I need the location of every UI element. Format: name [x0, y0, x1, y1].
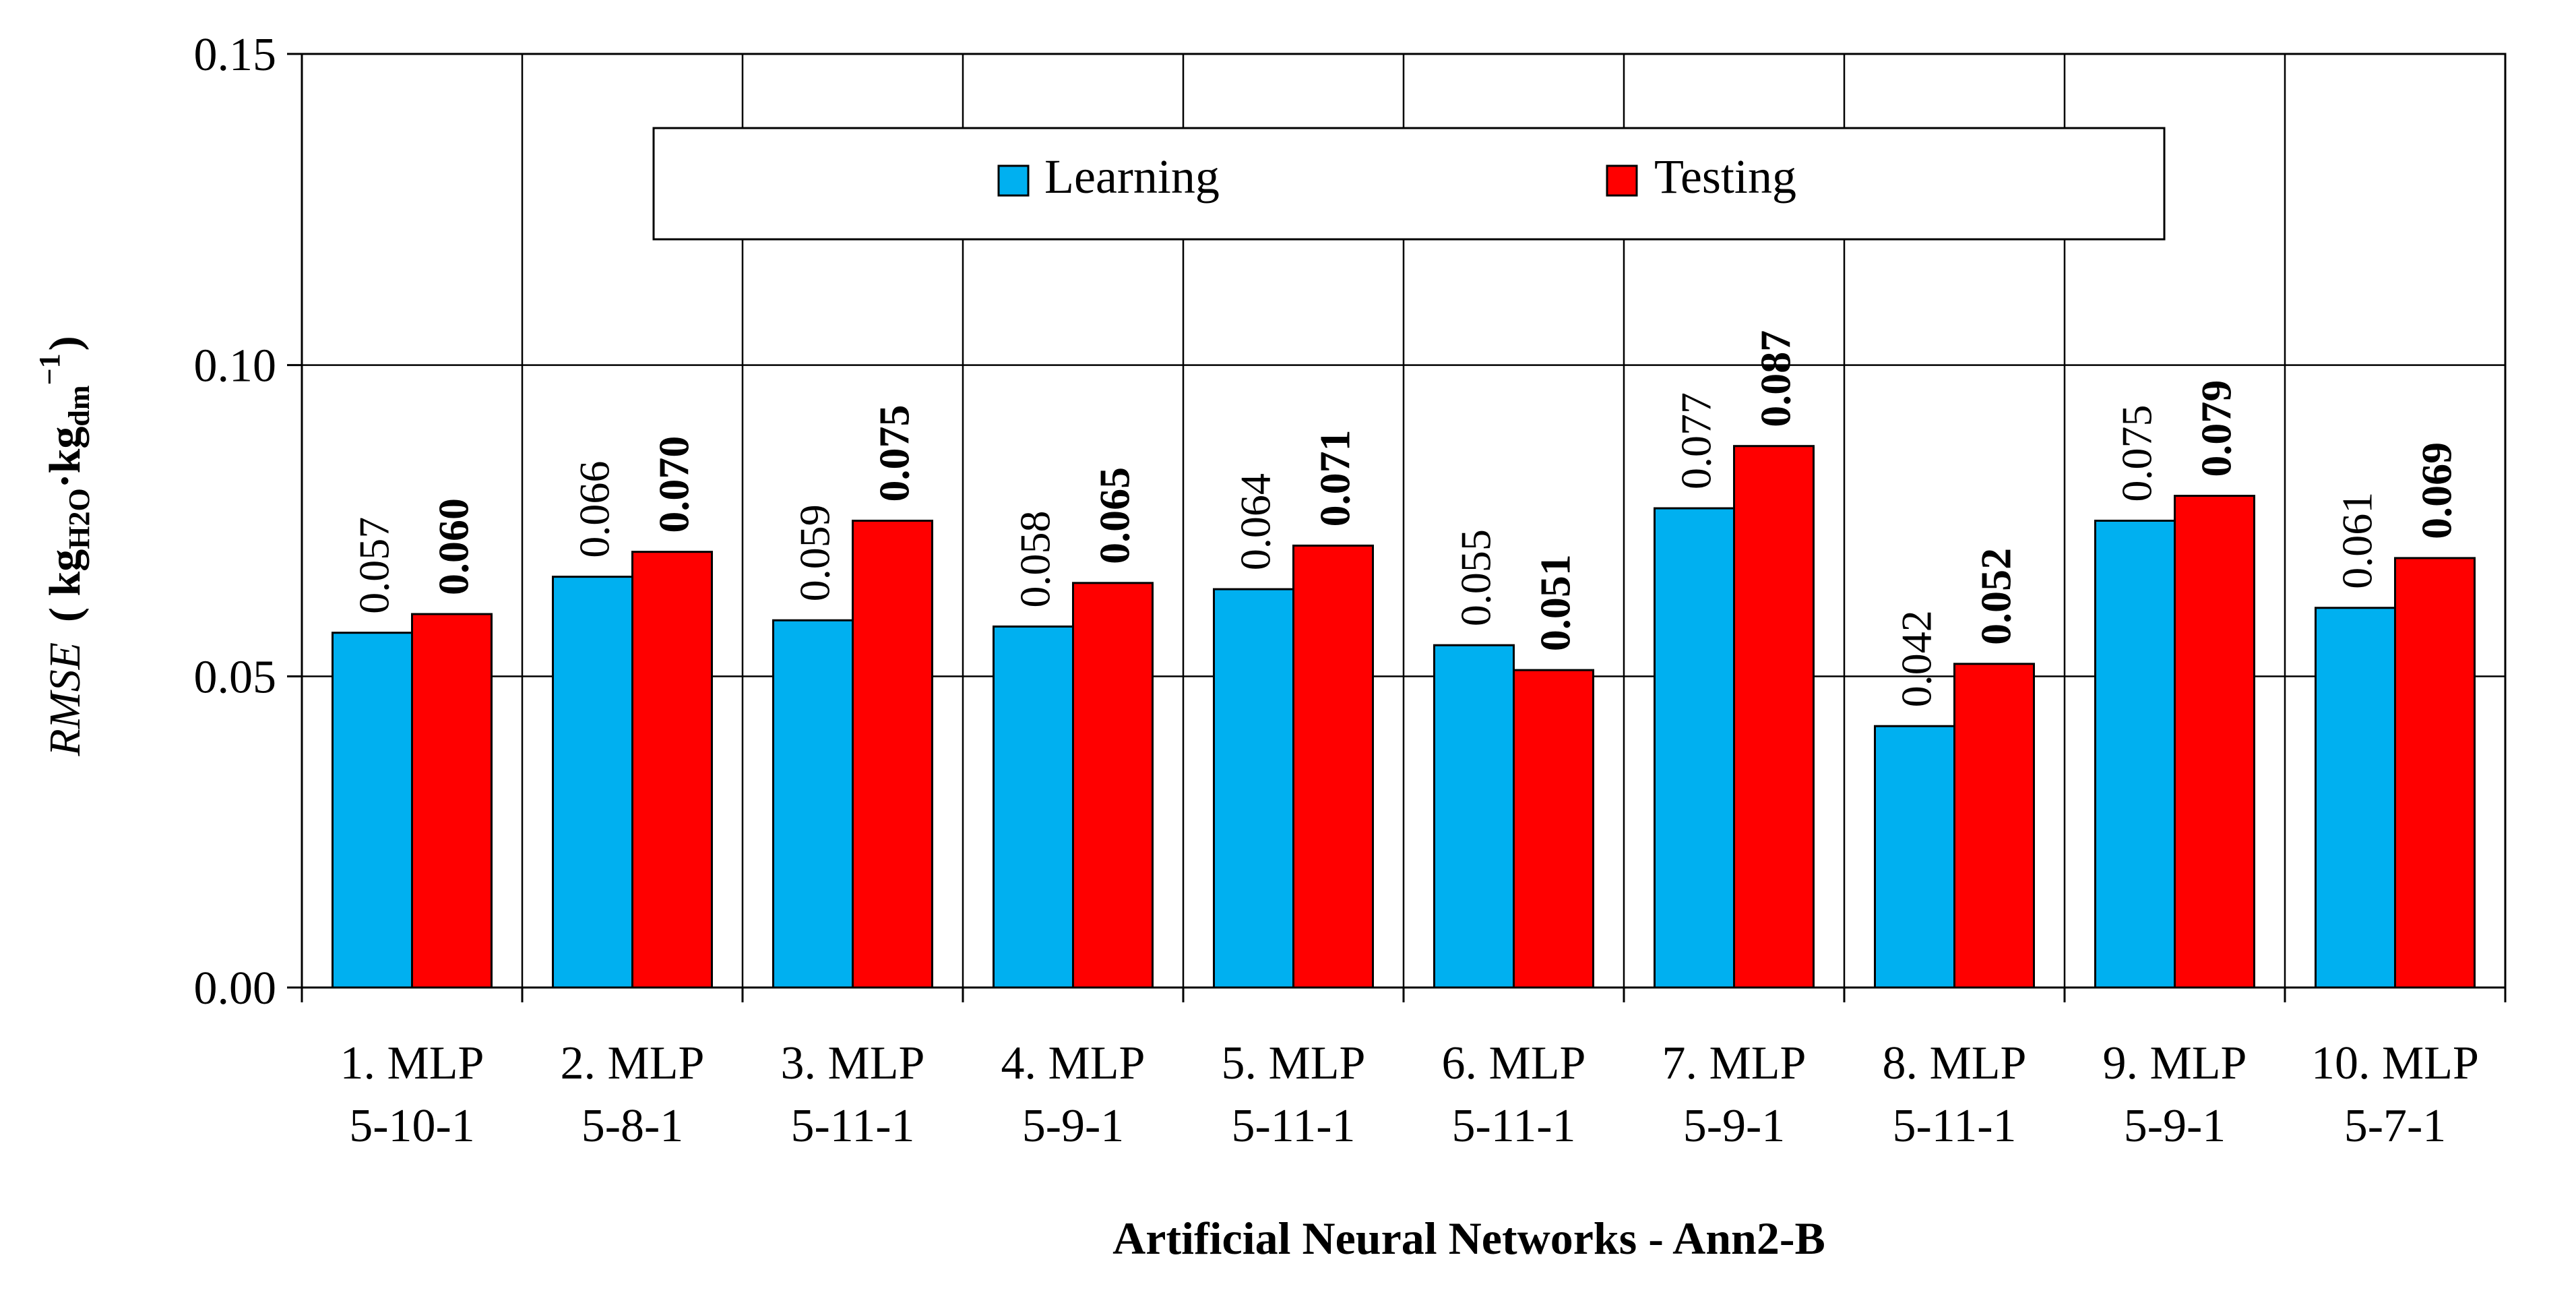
bar-testing-3: [852, 520, 933, 989]
data-label-testing-7: 0.087: [1752, 330, 1800, 427]
data-label-testing-5: 0.071: [1311, 429, 1359, 526]
x-tick-label-line1: 2. MLP: [561, 1037, 705, 1089]
bar-testing-1: [411, 613, 493, 989]
bar-testing-4: [1072, 582, 1154, 989]
data-label-testing-10: 0.069: [2413, 442, 2461, 539]
bar-learning-9: [2094, 520, 2176, 989]
y-axis-title-main: RMSE: [40, 642, 90, 757]
y-tick-label: 0.10: [194, 340, 277, 392]
data-label-learning-2: 0.066: [571, 461, 619, 558]
bar-testing-9: [2174, 495, 2255, 989]
data-label-learning-1: 0.057: [350, 517, 398, 614]
x-tick-label-line1: 8. MLP: [1883, 1037, 2027, 1089]
x-tick-label-line1: 5. MLP: [1222, 1037, 1366, 1089]
x-tick-label-line1: 10. MLP: [2311, 1037, 2479, 1089]
legend-item-learning: Learning: [997, 150, 1220, 204]
bar-learning-6: [1433, 644, 1515, 989]
bar-learning-1: [332, 632, 413, 989]
data-label-testing-8: 0.052: [1972, 548, 2020, 645]
y-axis-title-unit-open: ( kg: [40, 549, 90, 622]
bar-learning-4: [993, 625, 1074, 989]
x-tick-label-line2: 5-11-1: [1231, 1100, 1355, 1152]
bar-learning-5: [1213, 588, 1294, 989]
bar-testing-7: [1733, 445, 1815, 989]
legend-label-testing: Testing: [1654, 150, 1796, 204]
y-axis-title-unit-sub2: dm: [63, 385, 96, 426]
x-tick-label-line2: 5-8-1: [582, 1100, 684, 1152]
data-labels: 0.057 0.060 0.066 0.070 0.059 0.075 0.058 0.065…: [350, 330, 2461, 707]
data-label-learning-5: 0.064: [1232, 473, 1280, 570]
legend-swatch-learning: [997, 164, 1030, 197]
bars: [332, 445, 2476, 989]
data-label-learning-8: 0.042: [1893, 610, 1941, 707]
data-label-testing-2: 0.070: [650, 436, 698, 533]
bar-testing-5: [1292, 544, 1374, 989]
x-tick-label-line1: 4. MLP: [1001, 1037, 1145, 1089]
x-tick-label-line2: 5-9-1: [2124, 1100, 2226, 1152]
bar-testing-8: [1953, 663, 2035, 989]
legend-item-testing: Testing: [1606, 150, 1796, 204]
plot-border: [301, 53, 2507, 989]
data-label-learning-7: 0.077: [1672, 392, 1720, 489]
data-label-learning-4: 0.058: [1011, 510, 1059, 607]
x-tick-label-line2: 5-11-1: [1451, 1100, 1575, 1152]
data-label-learning-10: 0.061: [2333, 492, 2381, 589]
x-tick-label-line1: 7. MLP: [1662, 1037, 1807, 1089]
x-tick-label-line1: 3. MLP: [781, 1037, 925, 1089]
data-label-testing-6: 0.051: [1532, 554, 1579, 651]
y-tick-label: 0.05: [194, 651, 277, 703]
x-tick-label-line2: 5-9-1: [1022, 1100, 1125, 1152]
y-axis-title-unit-sub1: H2O: [63, 488, 96, 549]
legend-label-learning: Learning: [1044, 150, 1220, 204]
data-label-learning-3: 0.059: [791, 504, 839, 601]
y-tick-label: 0.00: [194, 963, 277, 1014]
y-axis-title-unit-close: ): [40, 336, 90, 351]
x-tick-label-line2: 5-11-1: [1892, 1100, 2016, 1152]
bar-testing-10: [2394, 557, 2476, 989]
bar-learning-2: [552, 576, 633, 989]
x-tick-label-line2: 5-9-1: [1683, 1100, 1786, 1152]
bar-learning-3: [772, 619, 854, 989]
bar-learning-8: [1874, 725, 1955, 989]
data-label-testing-9: 0.079: [2193, 380, 2240, 477]
data-label-testing-4: 0.065: [1091, 467, 1139, 564]
y-tick-label: 0.15: [194, 29, 277, 81]
x-tick-label-line2: 5-10-1: [349, 1100, 475, 1152]
legend-box: [652, 127, 2166, 241]
y-axis-title: RMSE ( kgH2O·kgdm−1): [33, 336, 96, 756]
y-axis-title-unit-mid: ·kg: [40, 427, 90, 489]
data-label-learning-9: 0.075: [2113, 405, 2161, 502]
axes: 0.00 0.05 0.10 0.15 1. MLP 5-10-1 2. MLP 5-8-1 3…: [194, 29, 2507, 1152]
x-axis-title: Artificial Neural Networks - Ann2-B: [1112, 1213, 1825, 1264]
bar-learning-7: [1654, 507, 1735, 989]
data-label-testing-3: 0.075: [871, 405, 918, 502]
data-label-learning-6: 0.055: [1452, 529, 1500, 626]
y-axis-title-unit-sup: −1: [33, 353, 66, 385]
bar-testing-6: [1513, 669, 1594, 989]
bar-testing-2: [631, 551, 713, 989]
data-label-testing-1: 0.060: [430, 498, 478, 595]
x-tick-label-line1: 9. MLP: [2103, 1037, 2247, 1089]
legend: Learning Testing: [652, 127, 2166, 241]
x-tick-label-line1: 1. MLP: [340, 1037, 484, 1089]
x-tick-label-line2: 5-7-1: [2344, 1100, 2447, 1152]
bar-learning-10: [2315, 607, 2396, 989]
legend-swatch-testing: [1606, 164, 1638, 197]
x-tick-label-line1: 6. MLP: [1442, 1037, 1586, 1089]
x-tick-label-line2: 5-11-1: [790, 1100, 914, 1152]
